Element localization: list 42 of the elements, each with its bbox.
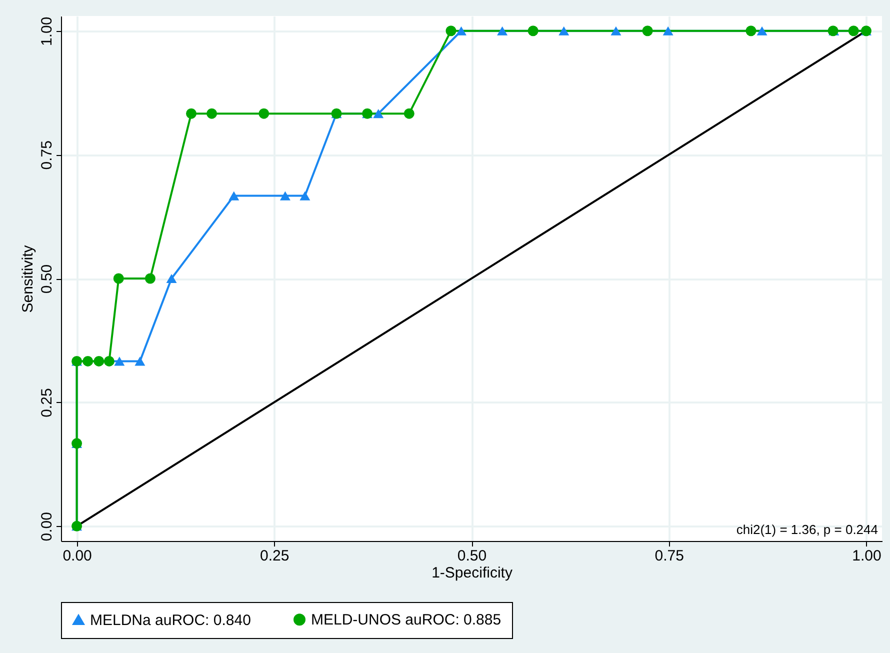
y-axis-title: Sensitivity [20,244,36,313]
point [258,108,270,119]
point [848,26,859,36]
legend-label: MELD-UNOS auROC: 0.885 [311,612,502,629]
x-axis-title: 1-Specificity [432,564,513,582]
point [300,191,310,200]
x-tick-label: 0.50 [457,548,487,564]
point [166,274,177,284]
point [228,191,240,200]
point [497,26,508,36]
point [528,26,538,36]
legend-label: MELDNa auROC: 0.840 [90,612,251,629]
point [144,273,156,284]
point [94,356,104,366]
point [82,356,94,366]
point [280,191,290,200]
x-tick-label: 0.00 [62,548,92,564]
point [642,26,653,36]
point [373,109,384,118]
x-tick-label: 0.25 [260,548,290,564]
point [446,26,456,36]
x-tick-label: 1.00 [852,548,882,564]
point [610,26,622,36]
point [746,26,756,36]
y-tick-label: 0.00 [38,512,56,542]
x-tick-label: 0.75 [654,548,684,564]
point [186,108,196,119]
point [206,108,218,119]
point [558,26,570,36]
point [104,356,114,366]
point [134,356,146,366]
point [113,273,124,284]
y-tick-label: 1.00 [38,16,56,46]
point [756,26,768,36]
y-tick-label: 0.25 [38,388,56,418]
point [456,26,466,36]
y-tick-label: 0.75 [38,140,56,170]
annotation: chi2(1) = 1.36, p = 0.244 [736,522,878,537]
point [114,356,125,366]
y-tick-label: 0.50 [38,264,56,294]
point [404,108,414,119]
point [662,26,674,36]
